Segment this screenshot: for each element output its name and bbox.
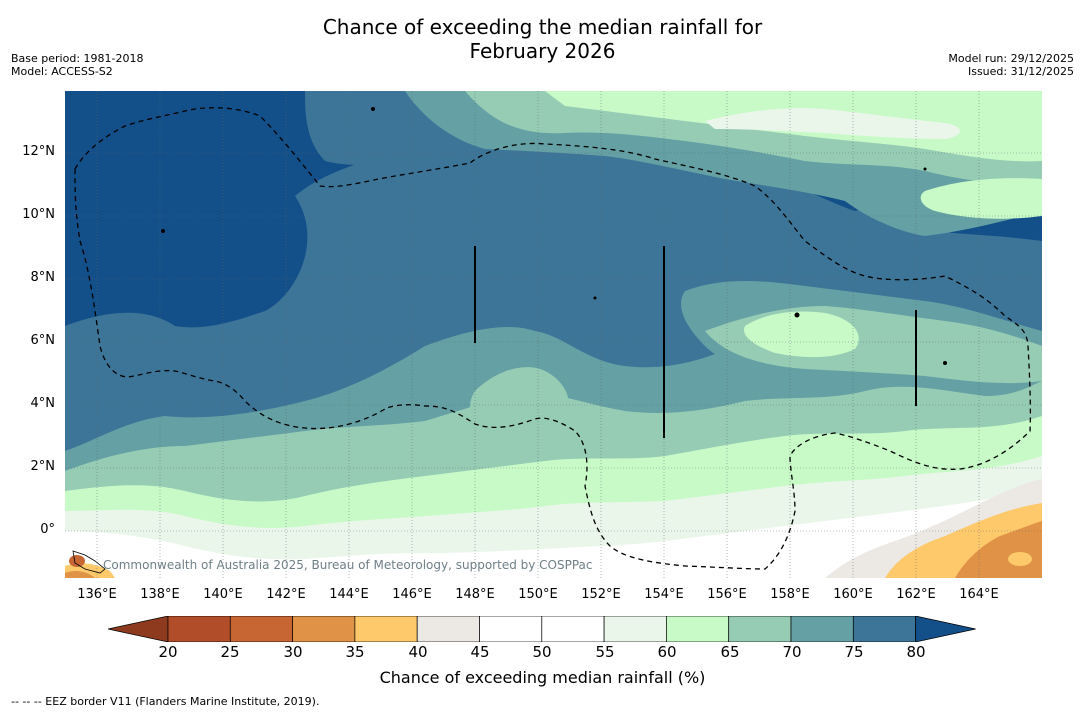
png-coast bbox=[72, 550, 106, 574]
colorbar bbox=[108, 616, 976, 642]
eez-borders bbox=[74, 107, 1032, 570]
map-title: Chance of exceeding the median rainfall … bbox=[0, 15, 1085, 63]
colorbar-cell bbox=[603, 616, 667, 642]
meta-right: Model run: 29/12/2025 Issued: 31/12/2025 bbox=[948, 52, 1074, 78]
lon-label-158e: 158°E bbox=[770, 587, 810, 602]
island-5 bbox=[943, 361, 947, 365]
model-name: Model: ACCESS-S2 bbox=[11, 65, 113, 78]
cb-tick-70: 70 bbox=[782, 643, 802, 661]
island-3 bbox=[593, 296, 597, 300]
meta-left: Base period: 1981-2018 Model: ACCESS-S2 bbox=[11, 52, 143, 78]
lon-label-150e: 150°E bbox=[518, 587, 558, 602]
title-line-1: Chance of exceeding the median rainfall … bbox=[322, 15, 763, 39]
lat-label-6n: 6°N bbox=[30, 333, 56, 348]
colorbar-cell bbox=[666, 616, 730, 642]
cb-tick-75: 75 bbox=[844, 643, 864, 661]
lat-label-4n: 4°N bbox=[30, 396, 56, 411]
lon-label-136e: 136°E bbox=[77, 587, 117, 602]
island-2 bbox=[161, 229, 165, 233]
colorbar-cell bbox=[229, 616, 293, 642]
model-run: Model run: 29/12/2025 bbox=[948, 52, 1074, 65]
colorbar-extend-high bbox=[915, 616, 976, 642]
zone-45-55 bbox=[65, 486, 1042, 578]
lon-label-142e: 142°E bbox=[266, 587, 306, 602]
zone-30-35-west bbox=[65, 570, 95, 578]
lat-label-10n: 10°N bbox=[22, 207, 55, 222]
lat-label-8n: 8°N bbox=[30, 270, 56, 285]
colorbar-cell bbox=[167, 616, 231, 642]
island-6 bbox=[923, 167, 927, 171]
cb-tick-25: 25 bbox=[220, 643, 240, 661]
lon-label-160e: 160°E bbox=[833, 587, 873, 602]
copyright-text: Commonwealth of Australia 2025, Bureau o… bbox=[103, 558, 593, 572]
colorbar-cell bbox=[790, 616, 854, 642]
issued-date: Issued: 31/12/2025 bbox=[967, 65, 1074, 78]
cb-tick-80: 80 bbox=[906, 643, 926, 661]
cb-tick-60: 60 bbox=[657, 643, 677, 661]
zone-65-70-mid bbox=[469, 367, 569, 438]
cb-tick-45: 45 bbox=[470, 643, 490, 661]
lon-label-140e: 140°E bbox=[203, 587, 243, 602]
zone-60-65-ne bbox=[920, 178, 1042, 219]
cb-tick-35: 35 bbox=[345, 643, 365, 661]
colorbar-cell bbox=[541, 616, 605, 642]
colorbar-cells bbox=[108, 616, 976, 642]
colorbar-cell bbox=[292, 616, 356, 642]
cb-tick-50: 50 bbox=[532, 643, 552, 661]
cb-tick-65: 65 bbox=[720, 643, 740, 661]
islands bbox=[72, 107, 947, 574]
lon-label-162e: 162°E bbox=[896, 587, 936, 602]
colorbar-cell bbox=[852, 616, 916, 642]
zone-35-40-spot bbox=[1008, 552, 1032, 566]
colorbar-cell bbox=[416, 616, 480, 642]
colorbar-cell bbox=[354, 616, 418, 642]
lon-label-144e: 144°E bbox=[329, 587, 369, 602]
lon-label-156e: 156°E bbox=[707, 587, 747, 602]
lon-label-164e: 164°E bbox=[959, 587, 999, 602]
map-canvas bbox=[65, 91, 1042, 578]
island-1 bbox=[371, 107, 375, 111]
rainfall-map bbox=[65, 91, 1042, 578]
lon-label-138e: 138°E bbox=[140, 587, 180, 602]
longitude-markers bbox=[474, 246, 917, 438]
lon-label-154e: 154°E bbox=[644, 587, 684, 602]
eez-border-palau-fsm-west bbox=[74, 107, 1032, 570]
lon-label-148e: 148°E bbox=[455, 587, 495, 602]
lat-label-2n: 2°N bbox=[30, 459, 56, 474]
eez-footnote: -- -- -- EEZ border V11 (Flanders Marine… bbox=[11, 695, 320, 708]
zone-60-65-east bbox=[744, 311, 859, 358]
zone-55-60-north bbox=[705, 108, 960, 139]
cb-tick-55: 55 bbox=[595, 643, 615, 661]
cb-tick-20: 20 bbox=[158, 643, 178, 661]
colorbar-cell bbox=[728, 616, 792, 642]
lon-label-152e: 152°E bbox=[581, 587, 621, 602]
colorbar-title: Chance of exceeding median rainfall (%) bbox=[379, 668, 706, 687]
cb-tick-30: 30 bbox=[283, 643, 303, 661]
colorbar-extend-low bbox=[108, 616, 169, 642]
cb-tick-40: 40 bbox=[408, 643, 428, 661]
base-period: Base period: 1981-2018 bbox=[11, 52, 144, 65]
lat-label-0: 0° bbox=[40, 522, 55, 537]
lat-label-12n: 12°N bbox=[22, 144, 55, 159]
gridlines bbox=[65, 91, 1042, 578]
title-line-2: February 2026 bbox=[469, 39, 616, 63]
lon-label-146e: 146°E bbox=[392, 587, 432, 602]
colorbar-cell bbox=[479, 616, 543, 642]
zone-25-30-west bbox=[69, 555, 85, 567]
island-4 bbox=[794, 312, 800, 318]
